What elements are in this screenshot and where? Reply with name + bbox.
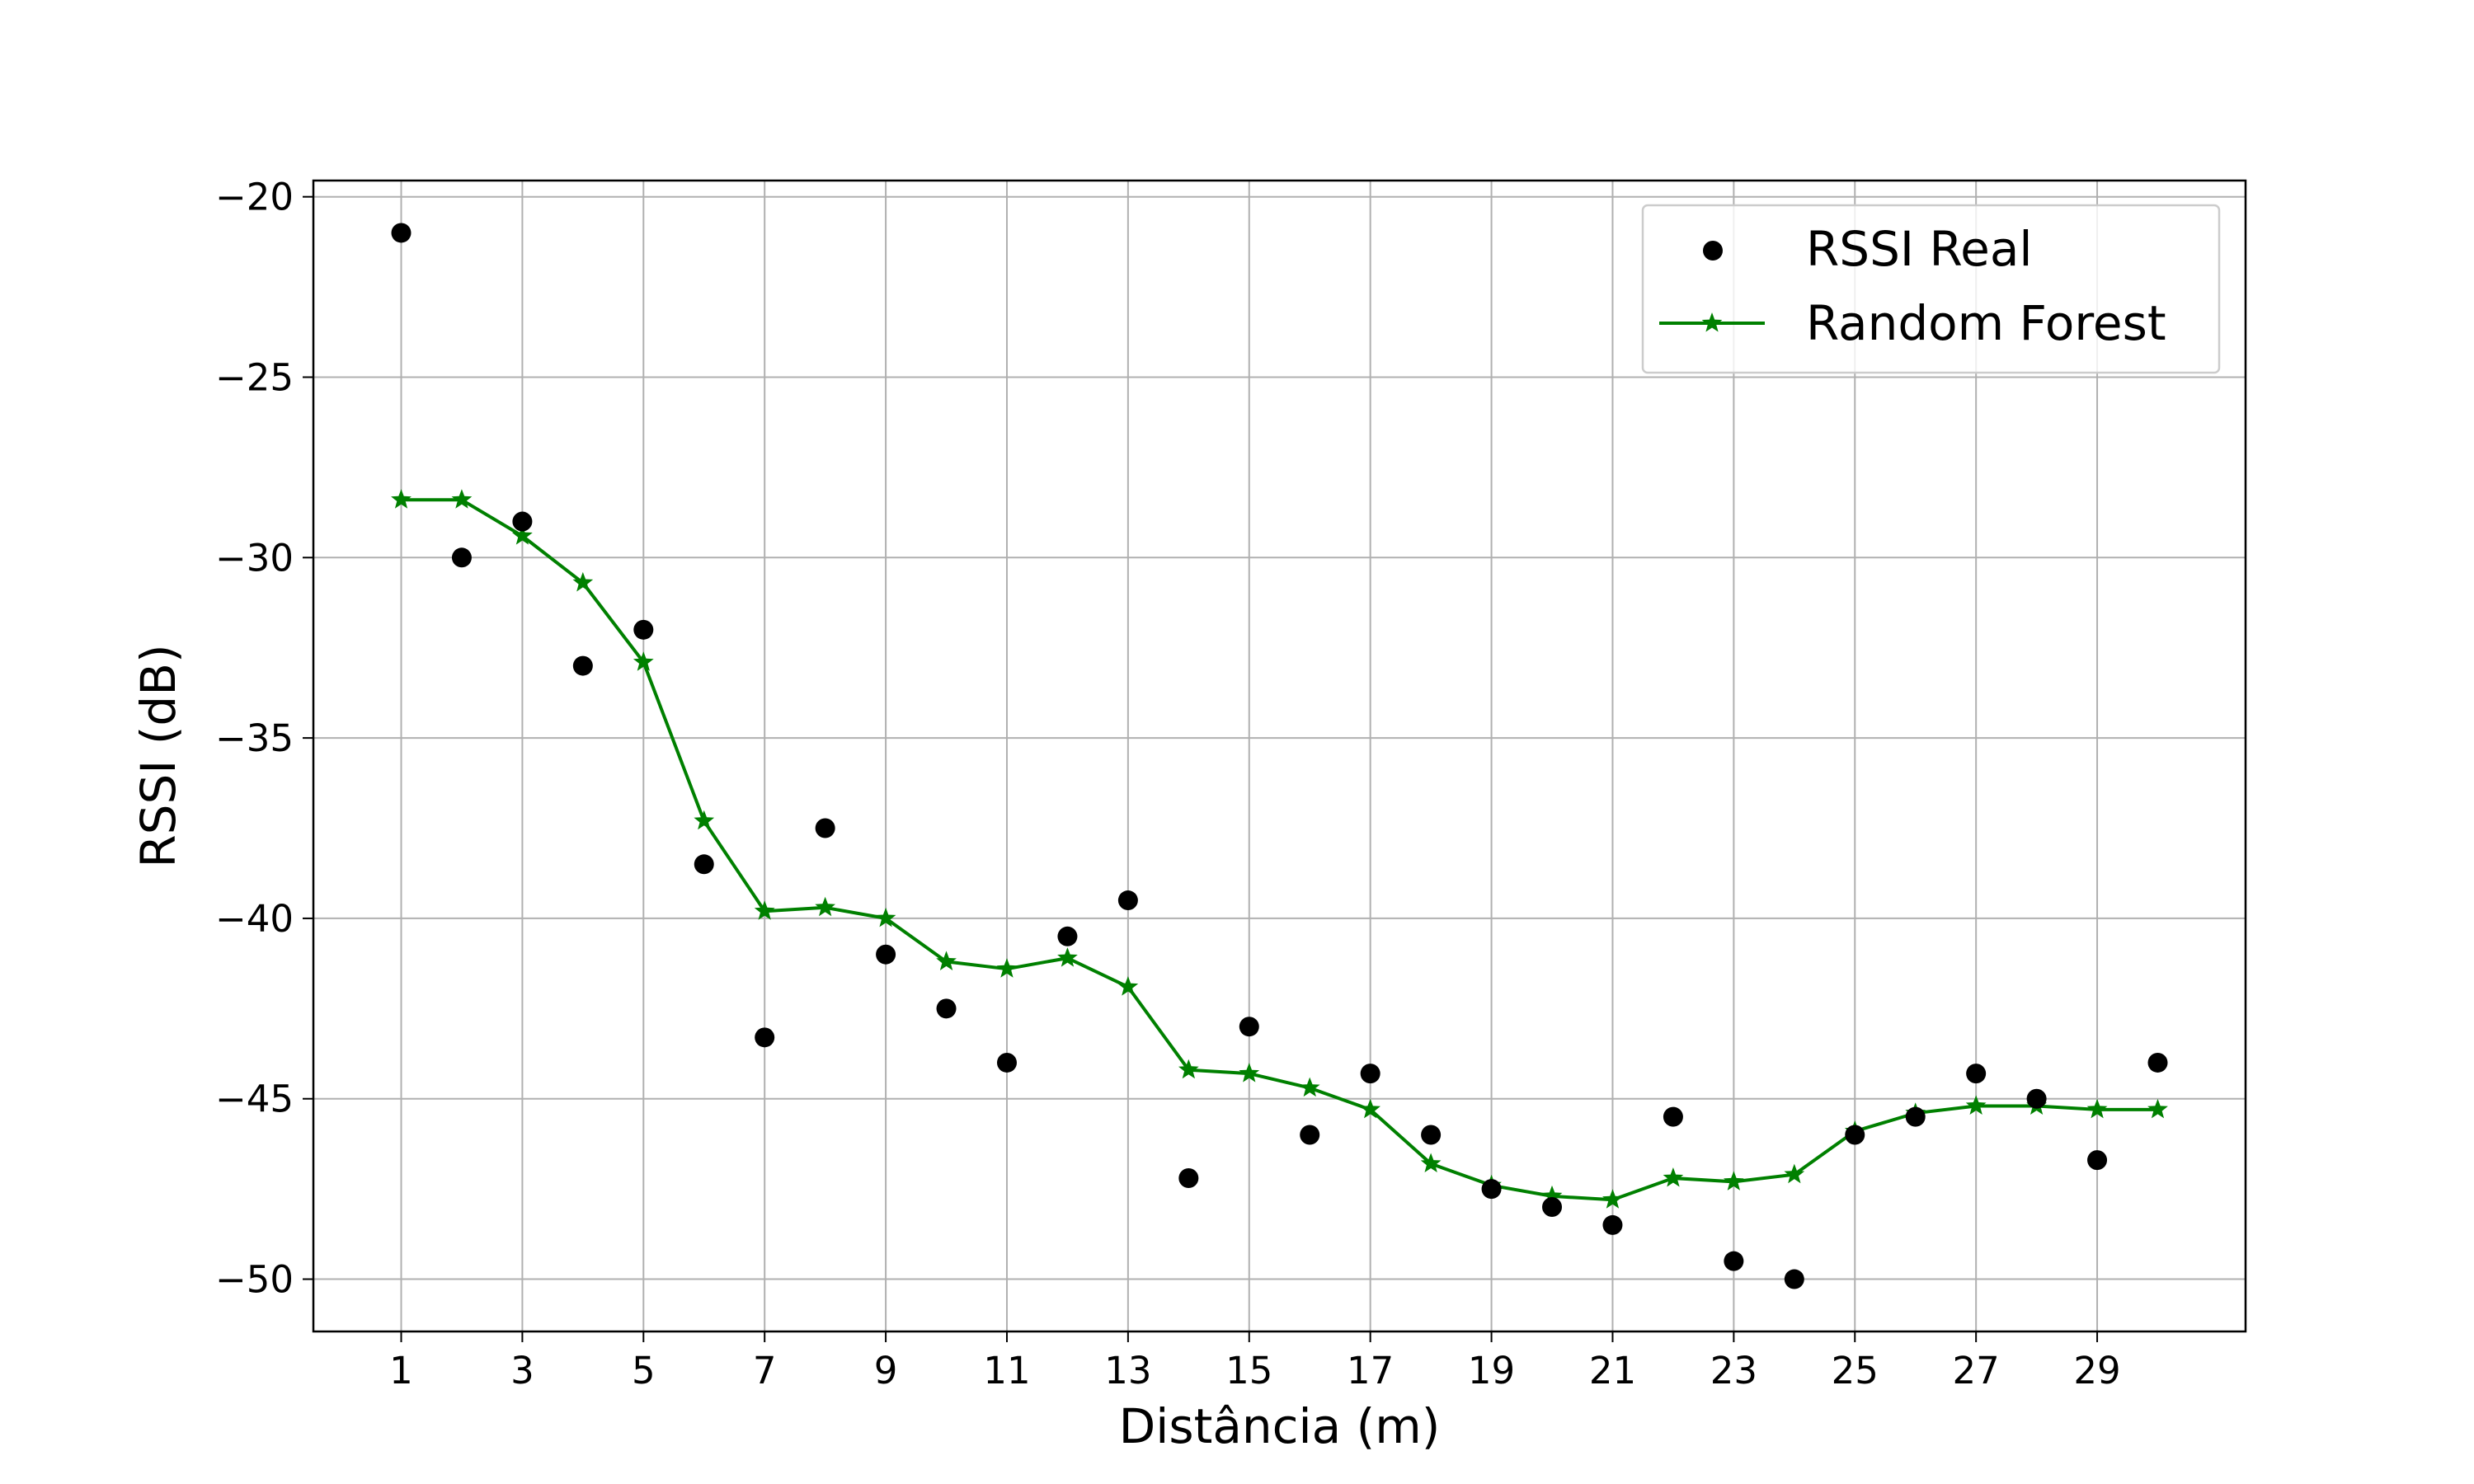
legend: RSSI Real Random Forest: [1641, 204, 2221, 374]
legend-marker-rssi-real: [1703, 241, 1723, 261]
y-axis-label: RSSI (dB): [130, 644, 186, 867]
random-forest-point: [1057, 947, 1078, 967]
y-tick-label: −20: [215, 176, 294, 219]
rssi-real-point: [1602, 1214, 1623, 1235]
x-tick-label: 13: [1104, 1349, 1151, 1392]
rssi-real-point: [572, 655, 593, 676]
rssi-real-point: [512, 511, 533, 532]
legend-label-random-forest: Random Forest: [1806, 295, 2166, 351]
random-forest-point: [1299, 1077, 1320, 1097]
rssi-real-point: [815, 818, 835, 838]
random-forest-point: [1724, 1171, 1744, 1190]
random-forest-point: [633, 651, 654, 671]
x-tick-label: 9: [874, 1349, 898, 1392]
random-forest-point: [1602, 1189, 1623, 1209]
rssi-real-scatter-layer: [391, 223, 2168, 1289]
random-forest-point: [451, 489, 473, 509]
plot-frame: [312, 179, 2247, 1333]
random-forest-point: [815, 896, 835, 917]
x-tick-label: 11: [983, 1349, 1030, 1392]
rssi-real-point: [451, 547, 472, 568]
rssi-real-point: [1481, 1179, 1502, 1200]
rssi-real-point: [2087, 1150, 2108, 1171]
rssi-real-point: [1784, 1269, 1804, 1289]
x-tick-label: 27: [1953, 1349, 2000, 1392]
rssi-real-point: [2026, 1088, 2047, 1109]
random-forest-point: [1420, 1153, 1442, 1172]
rssi-real-point: [996, 1052, 1017, 1073]
random-forest-point: [391, 489, 412, 509]
legend-marker-random-forest: [1701, 312, 1723, 332]
x-tick-label: 23: [1710, 1349, 1757, 1392]
random-forest-point: [754, 900, 775, 920]
random-forest-point: [1117, 976, 1139, 996]
rssi-real-point: [876, 944, 896, 965]
y-tick-label: −25: [215, 356, 294, 400]
x-tick-label: 15: [1225, 1349, 1272, 1392]
x-tick-label: 3: [510, 1349, 534, 1392]
random-forest-point: [875, 907, 896, 928]
rssi-real-point: [1966, 1064, 1987, 1084]
x-tick-label: 5: [632, 1349, 656, 1392]
x-tick-label: 25: [1832, 1349, 1879, 1392]
random-forest-point: [694, 810, 715, 830]
rssi-real-point: [1663, 1106, 1683, 1127]
grid: [313, 181, 2246, 1331]
random-forest-point: [512, 525, 533, 545]
rssi-real-point: [1905, 1106, 1926, 1127]
rssi-real-point: [1845, 1125, 1865, 1145]
y-tick-label: −45: [215, 1078, 294, 1121]
random-forest-point: [1965, 1095, 1987, 1115]
rssi-real-point: [936, 998, 957, 1019]
random-forest-point: [936, 951, 957, 970]
rssi-real-point: [1421, 1125, 1442, 1145]
random-forest-point: [1541, 1185, 1563, 1205]
x-tick-label: 7: [753, 1349, 777, 1392]
y-axis-ticks: −20 −25 −30 −35 −40 −45 −50: [215, 176, 313, 1302]
x-axis-label: Distância (m): [1119, 1398, 1441, 1454]
random-forest-point: [1178, 1059, 1199, 1079]
rssi-real-point: [694, 854, 714, 875]
x-tick-label: 1: [389, 1349, 413, 1392]
rssi-real-point: [1239, 1017, 1259, 1037]
x-tick-label: 29: [2073, 1349, 2120, 1392]
x-tick-label: 21: [1589, 1349, 1636, 1392]
random-forest-line: [401, 498, 2158, 1202]
x-axis-ticks: 1 3 5 7 9 11 13 15 17 19 21 23 25 27 29: [389, 1331, 2121, 1392]
rssi-real-point: [1117, 890, 1138, 911]
rssi-real-point: [1724, 1251, 1744, 1271]
random-forest-point: [1784, 1163, 1805, 1184]
rssi-real-point: [1178, 1168, 1199, 1189]
random-forest-line-layer: [391, 489, 2168, 1209]
random-forest-point: [996, 958, 1018, 978]
rssi-real-point: [633, 619, 654, 640]
random-forest-point: [1663, 1167, 1684, 1187]
y-tick-label: −35: [215, 716, 294, 760]
x-tick-label: 19: [1468, 1349, 1515, 1392]
y-tick-label: −50: [215, 1258, 294, 1302]
rssi-real-point: [2147, 1052, 2168, 1073]
x-tick-label: 17: [1347, 1349, 1394, 1392]
random-forest-point: [2147, 1098, 2168, 1119]
rssi-real-point: [1300, 1125, 1320, 1145]
y-tick-label: −40: [215, 897, 294, 941]
rssi-real-point: [391, 223, 412, 243]
random-forest-point: [2086, 1098, 2108, 1119]
rssi-real-point: [1542, 1197, 1563, 1218]
legend-label-rssi-real: RSSI Real: [1806, 221, 2033, 277]
rssi-real-point: [1057, 926, 1078, 946]
rssi-real-point: [1360, 1064, 1380, 1084]
y-tick-label: −30: [215, 536, 294, 580]
random-forest-point: [1360, 1098, 1380, 1119]
random-forest-point: [1239, 1063, 1260, 1082]
random-forest-point: [572, 571, 594, 592]
legend-box: [1641, 204, 2221, 374]
rssi-real-point: [755, 1027, 775, 1048]
